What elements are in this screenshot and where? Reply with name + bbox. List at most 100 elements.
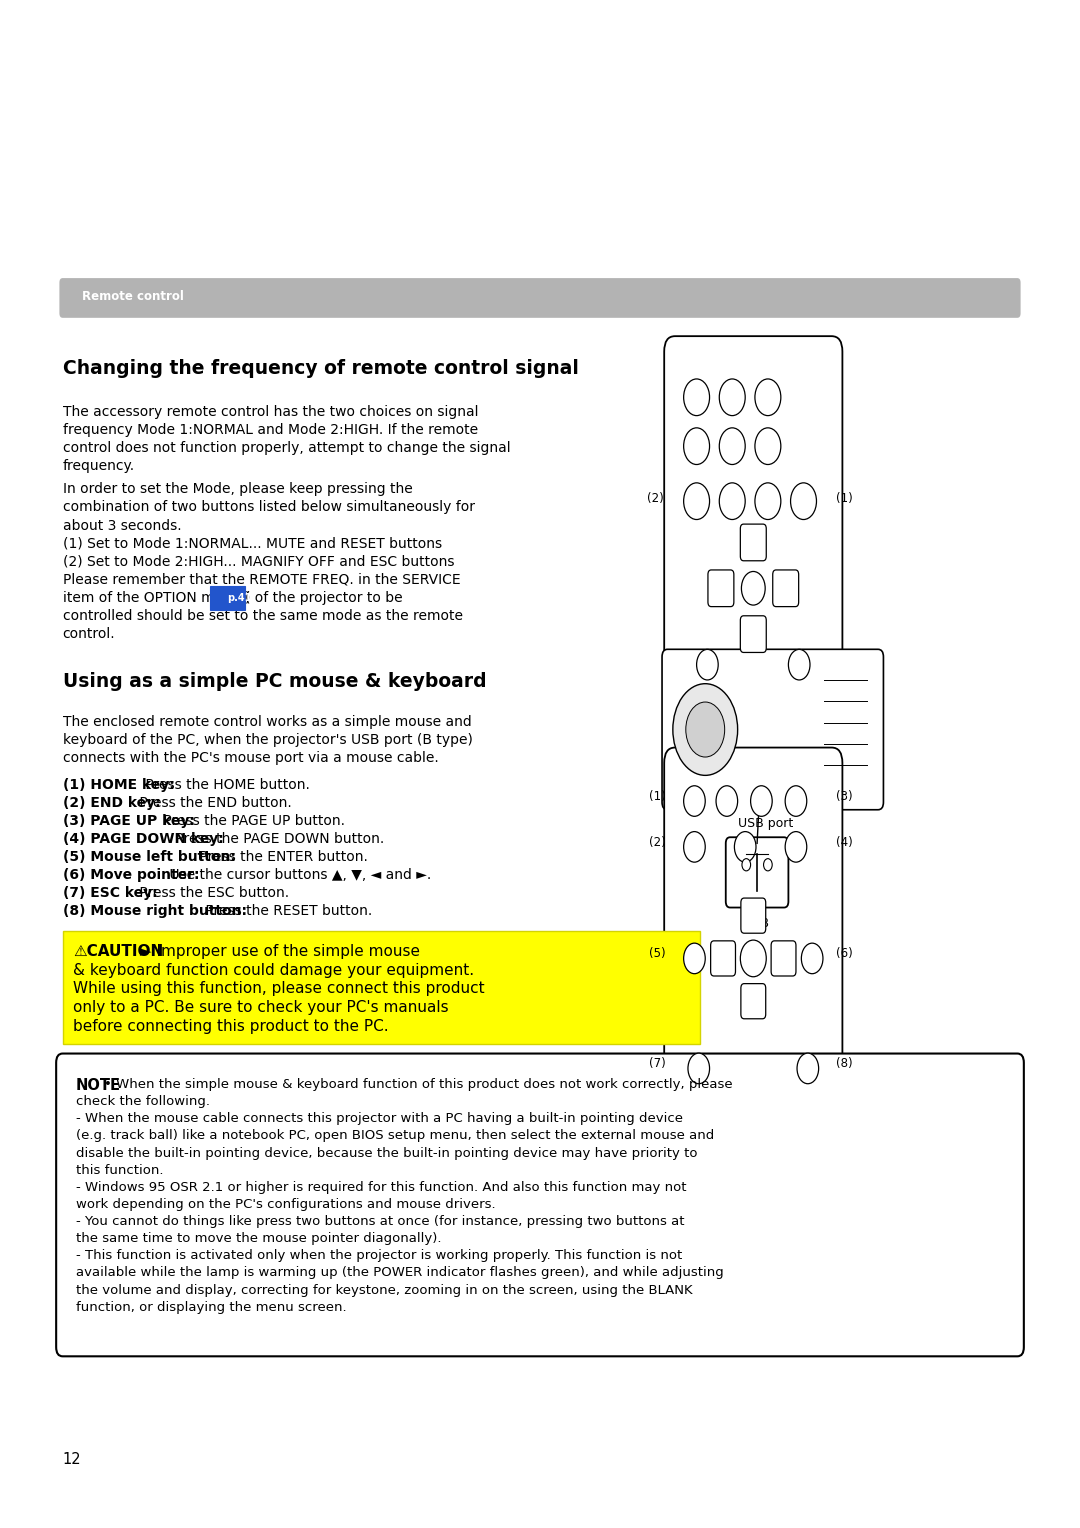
Circle shape bbox=[684, 943, 705, 973]
Circle shape bbox=[791, 483, 816, 520]
Text: 12: 12 bbox=[63, 1452, 81, 1467]
FancyBboxPatch shape bbox=[741, 984, 766, 1019]
Text: (5) Mouse left button:: (5) Mouse left button: bbox=[63, 850, 235, 865]
Text: (4) PAGE DOWN key:: (4) PAGE DOWN key: bbox=[63, 833, 224, 847]
Text: (8) Mouse right button:: (8) Mouse right button: bbox=[63, 905, 246, 918]
Circle shape bbox=[785, 831, 807, 862]
Circle shape bbox=[719, 483, 745, 520]
Text: Changing the frequency of remote control signal: Changing the frequency of remote control… bbox=[63, 359, 579, 377]
Text: the same time to move the mouse pointer diagonally).: the same time to move the mouse pointer … bbox=[76, 1232, 441, 1245]
Text: • When the simple mouse & keyboard function of this product does not work correc: • When the simple mouse & keyboard funct… bbox=[104, 1077, 732, 1091]
FancyBboxPatch shape bbox=[210, 587, 244, 611]
Text: - When the mouse cable connects this projector with a PC having a built-in point: - When the mouse cable connects this pro… bbox=[76, 1112, 683, 1125]
Text: USB port: USB port bbox=[738, 817, 793, 830]
Text: disable the built-in pointing device, because the built-in pointing device may h: disable the built-in pointing device, be… bbox=[76, 1146, 697, 1160]
Text: Press the END button.: Press the END button. bbox=[135, 796, 292, 810]
Circle shape bbox=[697, 649, 718, 680]
Circle shape bbox=[797, 1053, 819, 1083]
FancyBboxPatch shape bbox=[56, 1053, 1024, 1357]
Circle shape bbox=[751, 785, 772, 816]
FancyBboxPatch shape bbox=[741, 524, 767, 561]
FancyBboxPatch shape bbox=[741, 616, 767, 652]
Text: The accessory remote control has the two choices on signal: The accessory remote control has the two… bbox=[63, 405, 478, 419]
Text: & keyboard function could damage your equipment.: & keyboard function could damage your eq… bbox=[73, 963, 474, 978]
Text: p.41: p.41 bbox=[227, 593, 252, 604]
FancyBboxPatch shape bbox=[664, 747, 842, 1122]
Text: (2) END key:: (2) END key: bbox=[63, 796, 160, 810]
Text: While using this function, please connect this product: While using this function, please connec… bbox=[73, 981, 485, 996]
Circle shape bbox=[684, 785, 705, 816]
FancyBboxPatch shape bbox=[59, 278, 1021, 318]
Text: ► Improper use of the simple mouse: ► Improper use of the simple mouse bbox=[135, 944, 420, 958]
Circle shape bbox=[673, 683, 738, 775]
FancyBboxPatch shape bbox=[708, 570, 734, 607]
Text: (e.g. track ball) like a notebook PC, open BIOS setup menu, then select the exte: (e.g. track ball) like a notebook PC, op… bbox=[76, 1129, 714, 1143]
Text: (1): (1) bbox=[836, 492, 853, 504]
FancyBboxPatch shape bbox=[664, 336, 842, 711]
Circle shape bbox=[686, 701, 725, 756]
Text: (5): (5) bbox=[649, 947, 665, 960]
Circle shape bbox=[764, 859, 772, 871]
Text: Press the ESC button.: Press the ESC button. bbox=[135, 886, 288, 900]
Text: frequency Mode 1:NORMAL and Mode 2:HIGH. If the remote: frequency Mode 1:NORMAL and Mode 2:HIGH.… bbox=[63, 423, 477, 437]
Text: the volume and display, correcting for keystone, zooming in on the screen, using: the volume and display, correcting for k… bbox=[76, 1284, 692, 1297]
Text: NOTE: NOTE bbox=[76, 1077, 121, 1093]
Text: Press the RESET button.: Press the RESET button. bbox=[201, 905, 372, 918]
Circle shape bbox=[734, 831, 756, 862]
Text: combination of two buttons listed below simultaneously for: combination of two buttons listed below … bbox=[63, 501, 474, 515]
Text: (1) Set to Mode 1:NORMAL... MUTE and RESET buttons: (1) Set to Mode 1:NORMAL... MUTE and RES… bbox=[63, 536, 442, 550]
Text: connects with the PC's mouse port via a mouse cable.: connects with the PC's mouse port via a … bbox=[63, 752, 438, 766]
FancyBboxPatch shape bbox=[773, 570, 799, 607]
Circle shape bbox=[755, 428, 781, 465]
Text: ) of the projector to be: ) of the projector to be bbox=[244, 591, 402, 605]
Text: Remote control: Remote control bbox=[82, 290, 184, 303]
Text: control does not function properly, attempt to change the signal: control does not function properly, atte… bbox=[63, 442, 510, 455]
Text: about 3 seconds.: about 3 seconds. bbox=[63, 518, 181, 533]
Text: Press the ENTER button.: Press the ENTER button. bbox=[194, 850, 367, 865]
FancyBboxPatch shape bbox=[726, 837, 788, 908]
Text: (6): (6) bbox=[836, 947, 853, 960]
Circle shape bbox=[719, 379, 745, 416]
Text: check the following.: check the following. bbox=[76, 1096, 210, 1108]
Text: Press the PAGE UP button.: Press the PAGE UP button. bbox=[159, 814, 345, 828]
Text: frequency.: frequency. bbox=[63, 458, 135, 474]
Text: In order to set the Mode, please keep pressing the: In order to set the Mode, please keep pr… bbox=[63, 483, 413, 497]
FancyBboxPatch shape bbox=[662, 649, 883, 810]
FancyBboxPatch shape bbox=[63, 932, 700, 1044]
Text: this function.: this function. bbox=[76, 1164, 163, 1177]
Circle shape bbox=[688, 1053, 710, 1083]
Text: (2): (2) bbox=[649, 836, 666, 848]
Text: Using as a simple PC mouse & keyboard: Using as a simple PC mouse & keyboard bbox=[63, 672, 486, 691]
Text: function, or displaying the menu screen.: function, or displaying the menu screen. bbox=[76, 1300, 347, 1314]
Text: control.: control. bbox=[63, 626, 116, 640]
FancyBboxPatch shape bbox=[741, 898, 766, 934]
Text: - This function is activated only when the projector is working properly. This f: - This function is activated only when t… bbox=[76, 1250, 681, 1262]
Text: (6) Move pointer:: (6) Move pointer: bbox=[63, 868, 199, 882]
Text: (4): (4) bbox=[836, 836, 853, 848]
Text: available while the lamp is warming up (the POWER indicator flashes green), and : available while the lamp is warming up (… bbox=[76, 1267, 724, 1279]
Text: (1): (1) bbox=[649, 790, 666, 802]
Circle shape bbox=[785, 785, 807, 816]
Text: controlled should be set to the same mode as the remote: controlled should be set to the same mod… bbox=[63, 608, 462, 623]
Circle shape bbox=[684, 483, 710, 520]
Text: - Windows 95 OSR 2.1 or higher is required for this function. And also this func: - Windows 95 OSR 2.1 or higher is requir… bbox=[76, 1181, 686, 1193]
Circle shape bbox=[716, 785, 738, 816]
FancyBboxPatch shape bbox=[711, 941, 735, 976]
Text: USB: USB bbox=[745, 917, 769, 929]
Circle shape bbox=[741, 571, 765, 605]
Circle shape bbox=[684, 428, 710, 465]
Circle shape bbox=[755, 379, 781, 416]
Text: work depending on the PC's configurations and mouse drivers.: work depending on the PC's configuration… bbox=[76, 1198, 496, 1210]
Circle shape bbox=[684, 831, 705, 862]
Circle shape bbox=[788, 649, 810, 680]
Circle shape bbox=[719, 428, 745, 465]
Circle shape bbox=[755, 483, 781, 520]
Text: item of the OPTION menu (: item of the OPTION menu ( bbox=[63, 591, 251, 605]
Circle shape bbox=[684, 379, 710, 416]
Circle shape bbox=[742, 859, 751, 871]
Text: (2) Set to Mode 2:HIGH... MAGNIFY OFF and ESC buttons: (2) Set to Mode 2:HIGH... MAGNIFY OFF an… bbox=[63, 555, 454, 568]
Text: keyboard of the PC, when the projector's USB port (B type): keyboard of the PC, when the projector's… bbox=[63, 733, 473, 747]
Text: Press the PAGE DOWN button.: Press the PAGE DOWN button. bbox=[171, 833, 383, 847]
Text: Press the HOME button.: Press the HOME button. bbox=[140, 778, 310, 792]
Text: (7): (7) bbox=[649, 1057, 666, 1070]
